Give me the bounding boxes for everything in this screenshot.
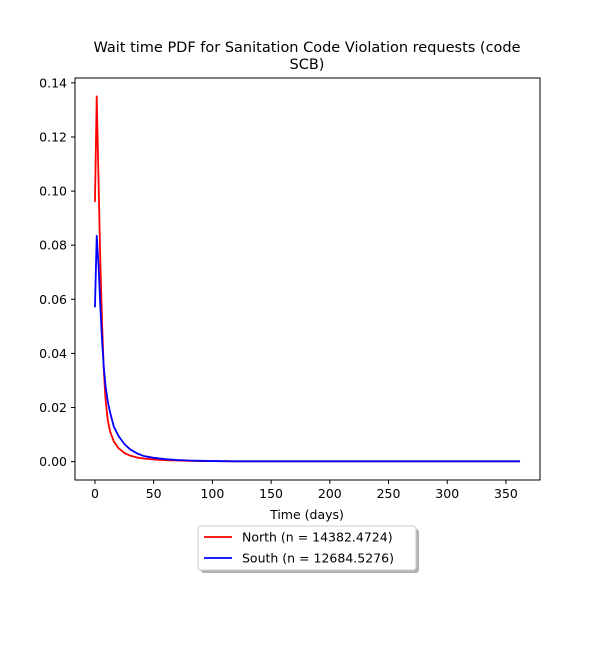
- series-line-south: [94, 234, 521, 463]
- chart-title-line-1: Wait time PDF for Sanitation Code Violat…: [93, 40, 520, 56]
- y-tick-label: 0.14: [39, 75, 67, 90]
- chart-title-line-2: SCB): [290, 57, 325, 73]
- axes: 0 50 100 150 200 250 300 350 0.00 0.02 0.04 0.06 0.0…: [39, 75, 541, 501]
- x-tick-label: 100: [200, 486, 224, 501]
- legend-south-label: South (n = 12684.5276): [242, 551, 394, 566]
- x-tick-label: 0: [91, 486, 99, 501]
- legend-frame: [197, 525, 417, 571]
- x-tick-label: 350: [494, 486, 518, 501]
- y-tick-label: 0.12: [39, 129, 67, 144]
- x-axis-label: Time (days): [269, 507, 344, 522]
- plot-area: [94, 95, 521, 463]
- y-tick-label: 0.02: [39, 400, 67, 415]
- x-tick-label: 50: [146, 486, 162, 501]
- x-tick-label: 250: [377, 486, 401, 501]
- legend: North (n = 14382.4724) South (n = 12684.…: [197, 525, 419, 573]
- y-tick-label: 0.10: [39, 184, 67, 199]
- y-tick-label: 0.08: [39, 238, 67, 253]
- y-tick-label: 0.06: [39, 292, 67, 307]
- y-tick-label: 0.00: [39, 454, 67, 469]
- y-tick-label: 0.04: [39, 346, 67, 361]
- x-tick-label: 150: [259, 486, 283, 501]
- plot-frame: [74, 77, 541, 481]
- x-tick-label: 200: [318, 486, 342, 501]
- legend-north-label: North (n = 14382.4724): [242, 530, 393, 545]
- x-tick-label: 300: [435, 486, 459, 501]
